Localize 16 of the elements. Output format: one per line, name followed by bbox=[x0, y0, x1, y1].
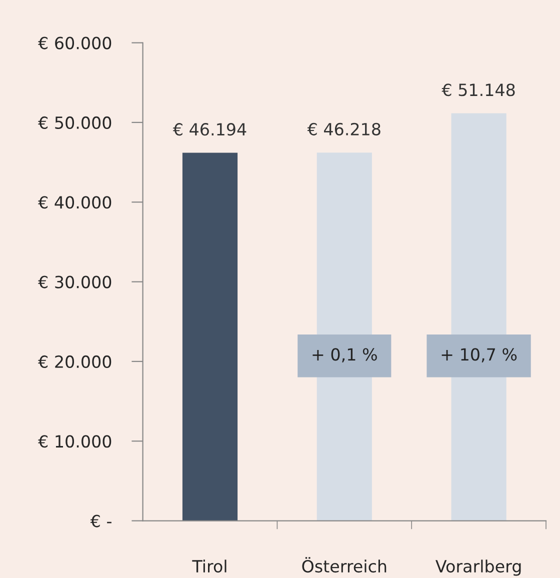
y-tick-label: € 60.000 bbox=[38, 36, 112, 50]
data-label: € 51.148 bbox=[442, 84, 515, 96]
y-tick-label: € 40.000 bbox=[38, 196, 112, 209]
y-tick-label: € 30.000 bbox=[38, 276, 112, 288]
x-tick-label: Tirol bbox=[192, 560, 226, 573]
x-tick-label: Österreich bbox=[302, 557, 386, 573]
y-tick-label: € 20.000 bbox=[38, 355, 112, 368]
x-tick-label: Vorarlberg bbox=[436, 560, 521, 576]
y-tick-label: € 50.000 bbox=[38, 116, 112, 130]
annotation: + 10,7 % bbox=[442, 348, 517, 362]
bar bbox=[182, 152, 238, 521]
y-tick-label: € 10.000 bbox=[38, 435, 112, 448]
data-label: € 46.218 bbox=[307, 122, 380, 136]
y-tick-label: € - bbox=[90, 514, 112, 528]
data-label: € 46.194 bbox=[172, 123, 246, 136]
annotation: + 0,1 % bbox=[312, 348, 377, 362]
